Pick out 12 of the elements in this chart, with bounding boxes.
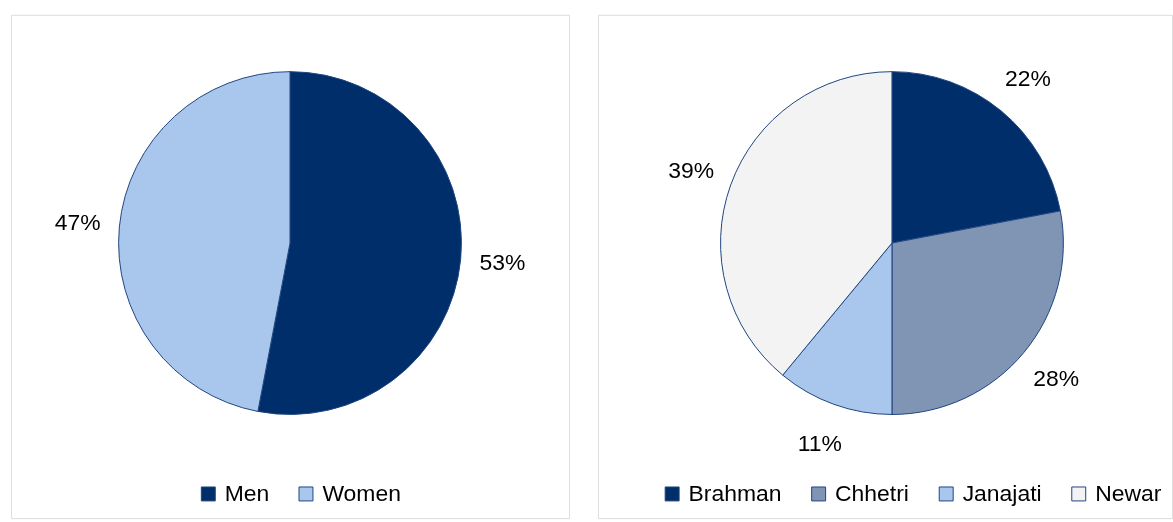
legend-label: Newar [1095, 479, 1162, 506]
data-label: 28% [1033, 364, 1080, 391]
legend-label: Women [322, 479, 401, 506]
legend-label: Janajati [962, 479, 1042, 506]
legend-label: Men [224, 479, 270, 506]
legend-label: Brahman [688, 479, 782, 506]
data-label: 47% [54, 208, 101, 235]
legend-label: Chhetri [835, 479, 909, 506]
data-label: 11% [797, 429, 842, 456]
data-label: 53% [479, 249, 526, 276]
data-label: 39% [668, 156, 715, 183]
data-label: 22% [1004, 64, 1051, 91]
